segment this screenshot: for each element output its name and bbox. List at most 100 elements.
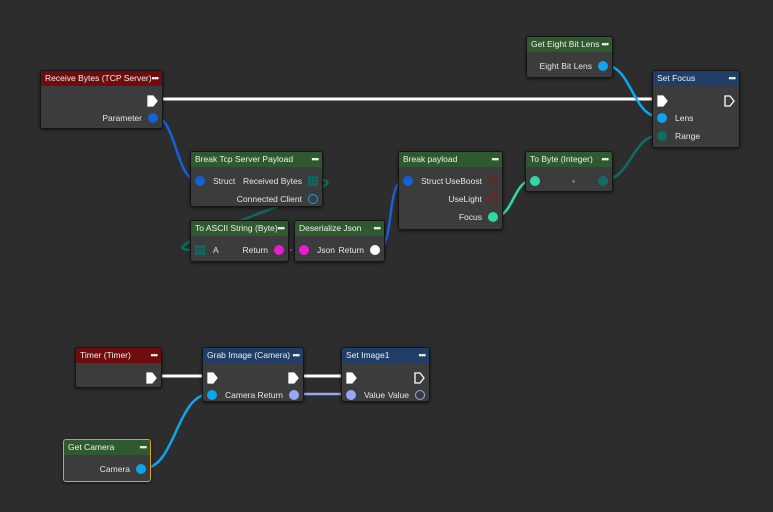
exec-pin-icon[interactable] <box>657 95 668 107</box>
node-header[interactable]: Get Camera ••• <box>64 440 150 455</box>
exec-output-hollow-icon[interactable] <box>414 372 425 384</box>
data-pin-icon[interactable] <box>488 212 498 222</box>
data-pin-icon[interactable] <box>148 113 158 123</box>
output-pin[interactable] <box>140 372 157 384</box>
node-header[interactable]: Set Image1 ••• <box>342 348 429 363</box>
node-header[interactable]: Get Eight Bit Lens ••• <box>527 37 612 52</box>
input-pin[interactable]: Struct <box>195 176 235 186</box>
input-pin[interactable] <box>530 176 548 186</box>
ellipsis-icon[interactable]: ••• <box>601 39 610 49</box>
ellipsis-icon[interactable]: ••• <box>151 73 160 83</box>
data-pin-icon[interactable] <box>657 113 667 123</box>
output-pin[interactable]: Connected Client <box>237 194 318 204</box>
ellipsis-icon[interactable]: ••• <box>139 442 148 452</box>
data-pin-icon[interactable] <box>530 176 540 186</box>
hollow-pin-icon[interactable] <box>308 194 318 204</box>
node-header[interactable]: To Byte (Integer) ••• <box>526 152 612 167</box>
data-pin-icon[interactable] <box>657 131 667 141</box>
ellipsis-icon[interactable]: ••• <box>601 154 610 164</box>
ellipsis-icon[interactable]: ••• <box>373 223 382 233</box>
data-pin-icon[interactable] <box>370 245 380 255</box>
output-pin[interactable]: Return <box>257 390 299 400</box>
node-header[interactable]: Deserialize Json ••• <box>295 221 384 236</box>
node-header[interactable]: Break payload ••• <box>399 152 502 167</box>
node-ascii[interactable]: To ASCII String (Byte) ••• A Return <box>190 220 289 262</box>
ellipsis-icon[interactable]: ••• <box>418 350 427 360</box>
exec-pin-icon[interactable] <box>346 372 357 384</box>
ellipsis-icon[interactable]: ••• <box>277 223 286 233</box>
output-pin[interactable]: Parameter <box>102 113 158 123</box>
exec-pin-icon[interactable] <box>146 372 157 384</box>
data-pin-icon[interactable] <box>289 390 299 400</box>
array-pin-icon[interactable] <box>195 245 205 255</box>
input-pin[interactable]: A <box>195 245 219 255</box>
ellipsis-icon[interactable]: ••• <box>150 350 159 360</box>
exec-pin-icon[interactable] <box>207 372 218 384</box>
output-pin[interactable] <box>141 95 158 107</box>
node-header[interactable]: Set Focus ••• <box>653 71 739 86</box>
data-pin-icon[interactable] <box>136 464 146 474</box>
output-pin[interactable]: Value <box>388 390 425 400</box>
node-lens[interactable]: Get Eight Bit Lens ••• Eight Bit Lens <box>526 36 613 78</box>
input-pin[interactable]: Camera <box>207 390 255 400</box>
input-pin[interactable] <box>657 95 676 107</box>
pin-row <box>653 91 739 109</box>
output-pin[interactable]: UseLight <box>448 194 498 204</box>
output-pin[interactable]: Focus <box>459 212 498 222</box>
node-breakpayload[interactable]: Break payload ••• Struct UseBoost UseLight Fo… <box>398 151 503 230</box>
exec-output-hollow-icon[interactable] <box>724 95 735 107</box>
input-pin[interactable]: Lens <box>657 113 693 123</box>
node-breaktcp[interactable]: Break Tcp Server Payload ••• Struct Receive… <box>190 151 323 207</box>
input-pin[interactable]: Struct <box>403 176 443 186</box>
hollow-pin-icon[interactable] <box>488 194 498 204</box>
output-pin[interactable]: UseBoost <box>445 176 498 186</box>
node-receive[interactable]: Receive Bytes (TCP Server) ••• Parameter <box>40 70 163 129</box>
output-pin[interactable]: Return <box>338 245 380 255</box>
output-pin[interactable] <box>282 372 299 384</box>
hollow-pin-icon[interactable] <box>488 176 498 186</box>
data-pin-icon[interactable] <box>598 176 608 186</box>
ellipsis-icon[interactable]: ••• <box>728 73 737 83</box>
node-header[interactable]: Timer (Timer) ••• <box>76 348 161 363</box>
data-pin-icon[interactable] <box>274 245 284 255</box>
output-pin[interactable] <box>592 176 608 186</box>
ellipsis-icon[interactable]: ••• <box>491 154 500 164</box>
input-pin[interactable]: Range <box>657 131 700 141</box>
node-setimage[interactable]: Set Image1 ••• Value Value <box>341 347 430 402</box>
ellipsis-icon[interactable]: ••• <box>311 154 320 164</box>
pin-label: Range <box>675 131 701 141</box>
ellipsis-icon[interactable]: ••• <box>292 350 301 360</box>
node-focus[interactable]: Set Focus ••• Lens Range <box>652 70 740 148</box>
node-header[interactable]: To ASCII String (Byte) ••• <box>191 221 288 236</box>
output-pin[interactable] <box>408 372 425 384</box>
input-pin[interactable] <box>207 372 226 384</box>
output-pin[interactable]: Received Bytes <box>243 176 318 186</box>
array-pin-icon[interactable] <box>308 176 318 186</box>
exec-pin-icon[interactable] <box>288 372 299 384</box>
hollow-pin-icon[interactable] <box>415 390 425 400</box>
exec-pin-icon[interactable] <box>147 95 158 107</box>
output-pin[interactable]: Camera <box>100 464 146 474</box>
data-pin-icon[interactable] <box>299 245 309 255</box>
node-json[interactable]: Deserialize Json ••• Json Return <box>294 220 385 262</box>
node-camera[interactable]: Get Camera ••• Camera <box>63 439 151 482</box>
data-pin-icon[interactable] <box>598 61 608 71</box>
node-title: Set Focus <box>657 73 696 83</box>
node-header[interactable]: Grab Image (Camera) ••• <box>203 348 303 363</box>
output-pin[interactable]: Eight Bit Lens <box>540 61 608 71</box>
data-pin-icon[interactable] <box>346 390 356 400</box>
input-pin[interactable]: Json <box>299 245 335 255</box>
output-pin[interactable] <box>718 95 735 107</box>
node-tobyte[interactable]: To Byte (Integer) ••• <box>525 151 613 192</box>
data-pin-icon[interactable] <box>207 390 217 400</box>
node-header[interactable]: Break Tcp Server Payload ••• <box>191 152 322 167</box>
output-pin[interactable]: Return <box>242 245 284 255</box>
input-pin[interactable]: Value <box>346 390 385 400</box>
node-grab[interactable]: Grab Image (Camera) ••• Camera Return <box>202 347 304 402</box>
data-pin-icon[interactable] <box>195 176 205 186</box>
data-pin-icon[interactable] <box>403 176 413 186</box>
input-pin[interactable] <box>346 372 365 384</box>
node-timer[interactable]: Timer (Timer) ••• <box>75 347 162 388</box>
node-title: Break payload <box>403 154 458 164</box>
node-header[interactable]: Receive Bytes (TCP Server) ••• <box>41 71 162 86</box>
